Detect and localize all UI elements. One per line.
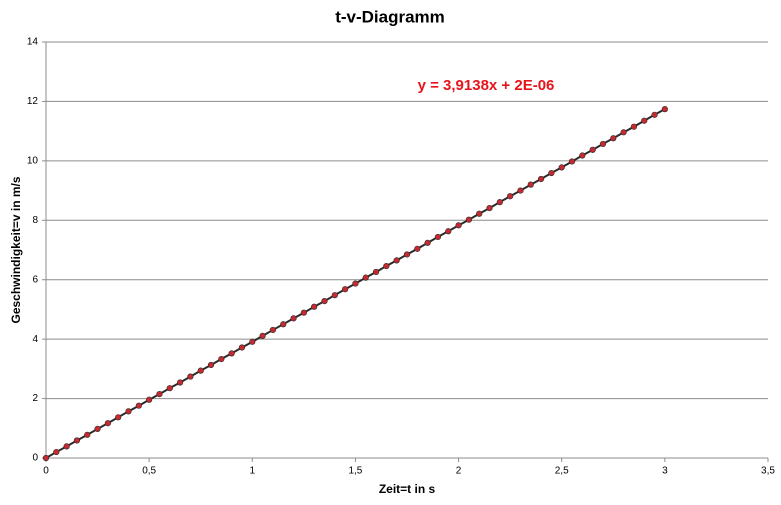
data-point — [383, 262, 390, 270]
data-point — [53, 448, 60, 456]
data-point — [661, 106, 668, 113]
data-point — [290, 315, 297, 322]
data-point — [146, 396, 153, 403]
data-point — [455, 222, 462, 229]
data-point — [321, 298, 328, 305]
data-point — [620, 129, 627, 136]
data-point — [331, 292, 338, 299]
data-point — [445, 228, 452, 235]
data-point — [94, 425, 101, 432]
data-point — [166, 385, 173, 392]
data-point — [352, 280, 359, 287]
data-point — [414, 245, 421, 252]
x-tick-label: 1,5 — [348, 466, 362, 477]
data-point — [537, 175, 545, 183]
data-point — [599, 140, 607, 148]
data-point — [507, 193, 514, 200]
data-point — [610, 135, 617, 142]
data-point — [630, 123, 638, 130]
y-axis-title: Geschwindigkeit=v in m/s — [9, 176, 23, 323]
data-point — [42, 454, 50, 462]
data-point — [579, 152, 586, 159]
data-point — [238, 344, 246, 351]
data-point — [362, 274, 369, 281]
data-point — [589, 146, 596, 153]
data-point — [486, 205, 493, 212]
x-tick-label: 3,5 — [761, 466, 775, 477]
x-tick-label: 0,5 — [142, 466, 156, 477]
data-point — [465, 216, 472, 223]
x-tick-label: 2,5 — [555, 466, 569, 477]
data-point — [197, 367, 204, 374]
y-tick-label: 6 — [32, 274, 38, 285]
data-point — [125, 408, 132, 415]
data-point — [207, 361, 215, 369]
data-point — [393, 257, 400, 264]
y-tick-label: 4 — [32, 334, 38, 345]
x-tick-label: 3 — [662, 466, 668, 477]
data-point — [259, 332, 266, 339]
data-point — [342, 286, 349, 293]
data-point — [63, 443, 70, 450]
y-tick-label: 10 — [27, 155, 39, 166]
x-tick-label: 2 — [456, 466, 462, 477]
data-point — [403, 251, 411, 258]
data-point — [311, 303, 318, 310]
data-point — [558, 164, 565, 171]
y-tick-label: 12 — [27, 96, 39, 107]
data-point — [73, 437, 81, 444]
data-point — [476, 210, 483, 217]
y-tick-label: 2 — [32, 393, 38, 404]
x-axis-title: Zeit=t in s — [379, 482, 436, 496]
data-point — [228, 350, 235, 357]
data-point — [115, 414, 122, 421]
data-point — [104, 420, 111, 427]
trendline-equation: y = 3,9138x + 2E-06 — [418, 77, 555, 94]
data-point — [135, 402, 142, 409]
data-point — [434, 233, 442, 241]
data-point — [651, 111, 658, 118]
data-point — [156, 391, 163, 398]
data-point — [249, 338, 256, 345]
data-point — [218, 355, 225, 363]
data-point — [641, 117, 648, 124]
data-point — [187, 373, 194, 380]
data-point — [548, 169, 555, 177]
data-point — [527, 181, 534, 188]
data-point — [517, 187, 524, 194]
y-tick-label: 8 — [32, 215, 38, 226]
y-tick-label: 14 — [27, 37, 39, 48]
data-point — [84, 431, 91, 438]
y-tick-label: 0 — [32, 453, 38, 464]
data-point — [280, 321, 287, 328]
data-point — [176, 379, 184, 386]
x-tick-label: 1 — [250, 466, 256, 477]
data-point — [269, 326, 277, 334]
data-point — [568, 158, 576, 165]
chart-title: t-v-Diagramm — [335, 7, 445, 26]
data-point — [372, 268, 380, 276]
data-point — [300, 309, 307, 316]
data-point — [496, 199, 503, 206]
data-point — [424, 239, 431, 246]
x-tick-label: 0 — [43, 466, 49, 477]
